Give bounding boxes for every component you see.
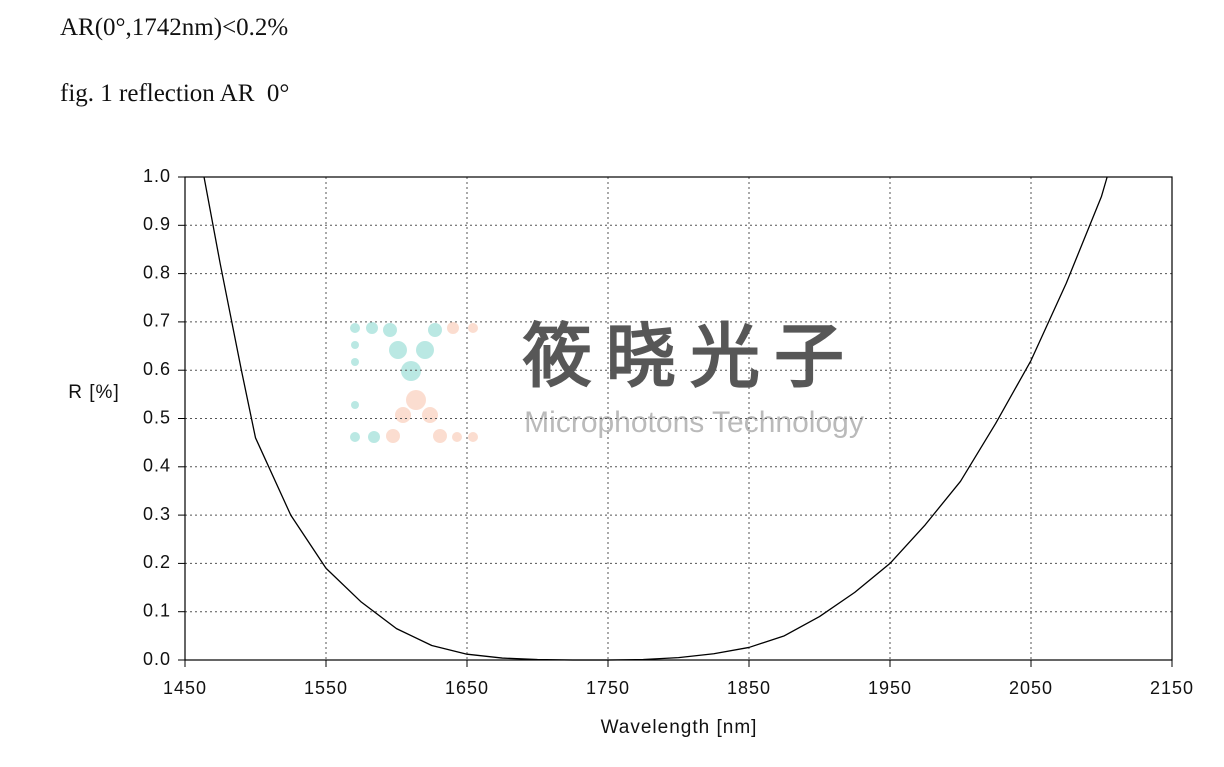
y-tick-label: 0.9 (143, 214, 171, 234)
x-tick-label: 1750 (586, 678, 630, 698)
x-tick-label: 2150 (1150, 678, 1194, 698)
y-axis-label: R [%] (68, 382, 119, 403)
x-tick-label: 1550 (304, 678, 348, 698)
caption: fig. 1 reflection AR 0° (60, 80, 290, 107)
y-tick-label: 0.5 (143, 407, 171, 427)
x-tick-label: 1950 (868, 678, 912, 698)
y-tick-label: 0.0 (143, 649, 171, 669)
plot-frame (184, 176, 1173, 661)
y-tick-label: 1.0 (143, 166, 171, 186)
y-tick-label: 0.3 (143, 504, 171, 524)
y-tick-label: 0.1 (143, 600, 171, 620)
x-tick-label: 1650 (445, 678, 489, 698)
y-tick-label: 0.4 (143, 456, 171, 476)
spec-text: AR(0°,1742nm)<0.2% (60, 14, 289, 41)
x-axis-label: Wavelength [nm] (601, 717, 758, 738)
x-tick-label: 2050 (1009, 678, 1053, 698)
watermark-subtitle: Microphotons Technology (524, 406, 864, 439)
line-series (203, 176, 1108, 661)
watermark-logo (350, 322, 478, 443)
x-tick-label: 1450 (163, 678, 207, 698)
x-tick-label: 1850 (727, 678, 771, 698)
y-tick-label: 0.8 (143, 262, 171, 282)
y-tick-label: 0.7 (143, 311, 171, 331)
y-tick-label: 0.2 (143, 552, 171, 572)
y-tick-label: 0.6 (143, 359, 171, 379)
watermark-name: 筱晓光子 (522, 317, 858, 395)
